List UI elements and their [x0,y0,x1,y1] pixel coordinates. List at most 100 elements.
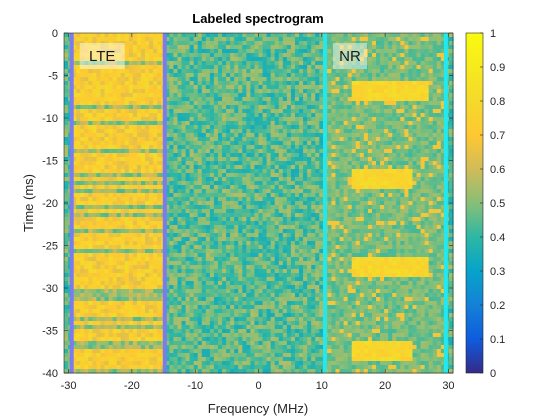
heatmap-cell [222,133,227,138]
heatmap-cell [307,185,312,190]
heatmap-cell [408,153,414,158]
heatmap-cell [238,85,243,90]
heatmap-cell [384,165,389,170]
heatmap-cell [222,129,227,134]
heatmap-cell [145,57,150,62]
heatmap-cell [149,45,154,50]
heatmap-cell [412,225,418,230]
heatmap-cell [278,93,284,98]
heatmap-cell [315,193,320,198]
heatmap-cell [128,77,134,82]
heatmap-cell [440,125,446,130]
heatmap-cell [331,161,337,166]
heatmap-cell [104,61,110,66]
heatmap-cell [149,97,154,102]
heatmap-cell [80,73,85,78]
heatmap-cell [392,93,397,98]
heatmap-cell [189,97,195,102]
heatmap-cell [169,121,174,126]
heatmap-cell [149,221,154,226]
heatmap-cell [412,209,418,214]
heatmap-cell [412,221,418,226]
heatmap-cell [363,149,369,154]
heatmap-cell [347,193,353,198]
heatmap-cell [327,229,333,234]
heatmap-cell [145,77,150,82]
heatmap-cell [226,69,231,74]
heatmap-cell [181,49,187,54]
heatmap-cell [388,93,393,98]
heatmap-cell [132,229,138,234]
heatmap-cell [371,221,377,226]
heatmap-cell [185,221,191,226]
heatmap-cell [234,205,239,210]
heatmap-cell [250,213,256,218]
heatmap-cell [290,93,296,98]
heatmap-cell [185,117,191,122]
heatmap-cell [173,41,179,46]
heatmap-cell [72,173,77,178]
heatmap-cell [448,109,454,114]
heatmap-cell [181,169,187,174]
heatmap-cell [363,153,369,158]
heatmap-cell [315,53,320,58]
heatmap-cell [165,65,170,70]
heatmap-cell [213,145,219,150]
heatmap-cell [380,121,385,126]
heatmap-cell [416,165,422,170]
heatmap-cell [128,189,134,194]
heatmap-cell [274,109,280,114]
heatmap-cell [242,109,247,114]
heatmap-cell [282,49,288,54]
heatmap-cell [149,93,154,98]
heatmap-cell [201,93,207,98]
heatmap-cell [189,205,195,210]
heatmap-cell [440,169,446,174]
heatmap-cell [100,141,106,146]
heatmap-cell [315,161,320,166]
heatmap-cell [258,149,264,154]
heatmap-cell [282,193,288,198]
heatmap-cell [226,65,231,70]
heatmap-cell [226,229,231,234]
heatmap-cell [448,145,454,150]
heatmap-cell [149,229,154,234]
heatmap-cell [116,53,122,58]
heatmap-cell [319,153,324,158]
heatmap-cell [335,153,341,158]
heatmap-cell [343,177,349,182]
heatmap-cell [185,141,191,146]
heatmap-cell [165,61,170,66]
heatmap-cell [201,105,207,110]
heatmap-cell [384,169,389,174]
heatmap-cell [238,209,243,214]
heatmap-cell [420,169,426,174]
heatmap-cell [400,165,405,170]
heatmap-cell [359,201,365,206]
heatmap-cell [347,197,353,202]
heatmap-cell [311,189,316,194]
heatmap-cell [278,213,284,218]
heatmap-cell [193,197,199,202]
heatmap-cell [124,61,130,66]
heatmap-cell [128,109,134,114]
heatmap-cell [254,41,260,46]
heatmap-cell [343,77,349,82]
heatmap-cell [412,77,418,82]
heatmap-cell [112,125,118,130]
heatmap-cell [266,189,272,194]
heatmap-cell [351,217,357,222]
heatmap-cell [104,101,110,106]
heatmap-cell [266,69,272,74]
heatmap-cell [132,193,138,198]
heatmap-cell [303,65,308,70]
heatmap-cell [181,97,187,102]
heatmap-cell [388,33,393,38]
heatmap-cell [307,213,312,218]
heatmap-cell [290,85,296,90]
heatmap-cell [278,165,284,170]
heatmap-cell [136,105,142,110]
heatmap-cell [436,125,442,130]
heatmap-cell [351,161,357,166]
heatmap-cell [307,81,312,86]
